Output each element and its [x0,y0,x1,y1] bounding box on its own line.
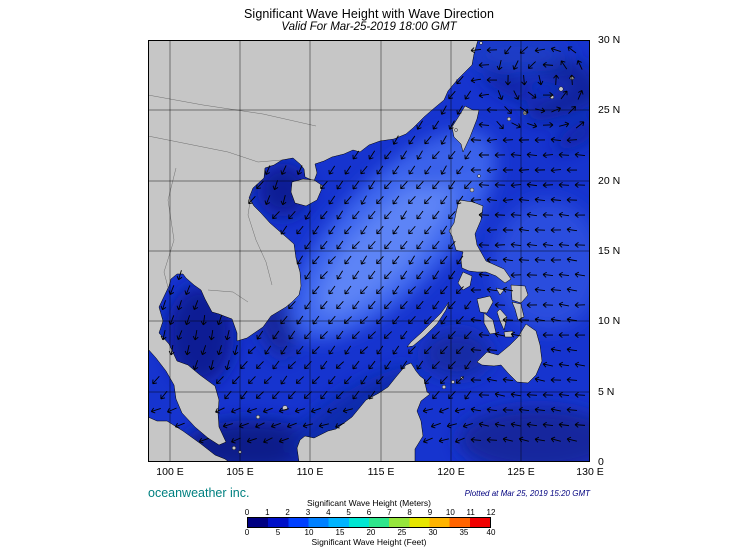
feet-tick: 15 [336,528,345,537]
meters-tick: 10 [446,508,455,517]
colorbar [247,517,491,528]
lon-label: 105 E [226,466,253,478]
lat-label: 15 N [598,245,620,257]
lon-label: 125 E [507,466,534,478]
lon-label: 110 E [297,466,324,478]
feet-tick: 5 [276,528,280,537]
wave-height-map [148,40,590,462]
meters-tick: 1 [265,508,269,517]
feet-tick: 35 [459,528,468,537]
meters-tick: 11 [467,508,475,517]
meters-tick: 7 [387,508,391,517]
oceanweather-credit: oceanweather inc. [148,486,249,500]
valid-time-subtitle: Valid For Mar-25-2019 18:00 GMT [148,21,590,33]
feet-tick: 25 [397,528,406,537]
meters-tick: 4 [326,508,330,517]
meters-tick: 12 [487,508,496,517]
lat-label: 20 N [598,175,620,187]
meters-tick: 8 [407,508,411,517]
lat-label: 25 N [598,104,620,116]
meters-tick: 2 [285,508,289,517]
feet-tick: 40 [487,528,496,537]
plotted-timestamp: Plotted at Mar 25, 2019 15:20 GMT [465,489,590,498]
legend-feet-label: Significant Wave Height (Feet) [247,537,491,547]
meters-tick: 5 [346,508,350,517]
lon-label: 100 E [156,466,183,478]
lat-label: 30 N [598,34,620,46]
meters-tick-row: 0 1 2 3 4 5 6 7 8 9 10 11 12 [247,508,491,517]
lat-label: 10 N [598,315,620,327]
legend-meters-label: Significant Wave Height (Meters) [247,498,491,508]
lon-label: 130 E [576,466,603,478]
lon-label: 120 E [437,466,464,478]
meters-tick: 9 [428,508,432,517]
feet-tick: 20 [366,528,375,537]
feet-tick: 0 [245,528,249,537]
feet-tick: 10 [305,528,314,537]
meters-tick: 3 [306,508,310,517]
feet-tick: 30 [428,528,437,537]
colorbar-legend: Significant Wave Height (Meters) 0 1 2 3 4 5 6… [247,498,491,547]
meters-tick: 0 [245,508,249,517]
lon-label: 115 E [368,466,395,478]
feet-tick-row: 0 5 10 15 20 25 30 35 40 [247,528,491,537]
lat-label: 5 N [598,386,614,398]
page-title: Significant Wave Height with Wave Direct… [148,7,590,21]
meters-tick: 6 [367,508,371,517]
wave-chart-page: Significant Wave Height with Wave Direct… [0,0,755,560]
